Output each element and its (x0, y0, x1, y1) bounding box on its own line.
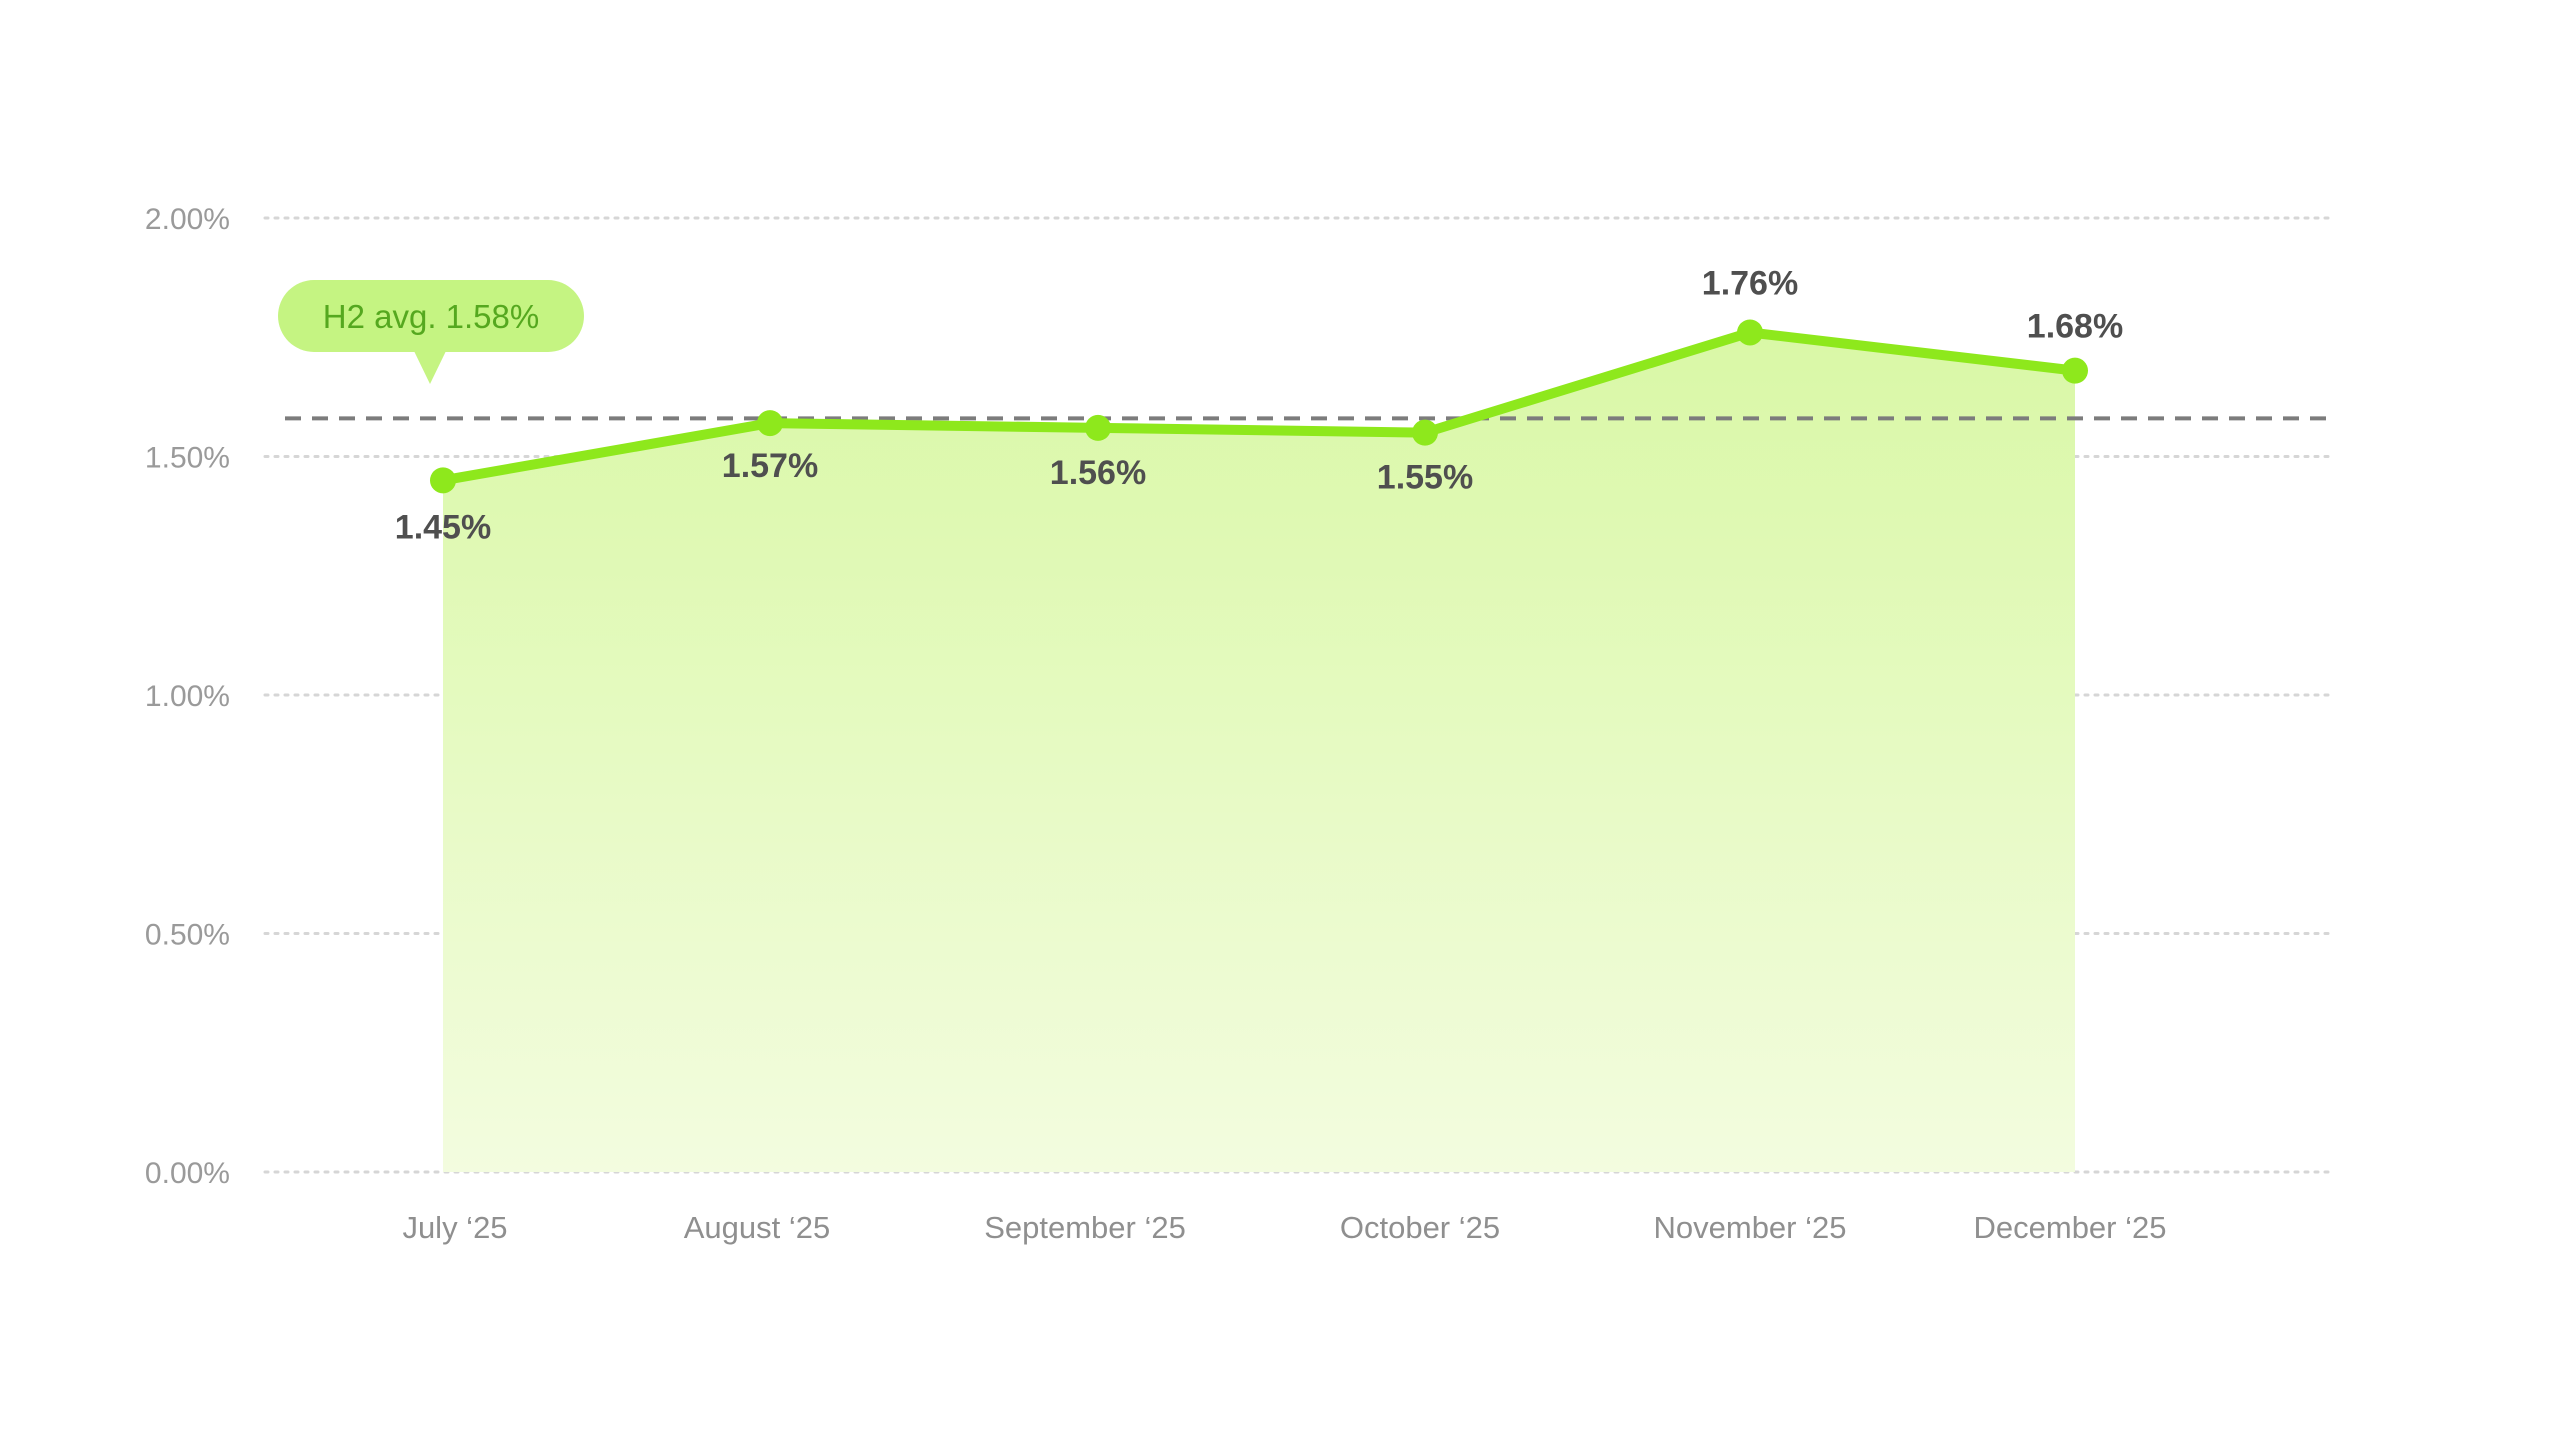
data-label: 1.55% (1377, 459, 1473, 497)
label-layer: 1.45% 1.57% 1.56% 1.55% 1.76% 1.68% July ‘25 Au… (278, 264, 2166, 1245)
x-tick-label: July ‘25 (402, 1210, 507, 1245)
data-label: 1.56% (1050, 454, 1146, 492)
data-label: 1.57% (722, 447, 818, 485)
data-point (430, 467, 456, 494)
x-tick-label: December ‘25 (1974, 1210, 2167, 1245)
average-badge-pointer (414, 351, 446, 384)
data-point (757, 410, 783, 437)
y-tick-label: 2.00% (145, 203, 230, 236)
data-point (1412, 419, 1438, 446)
area-layer (443, 332, 2075, 1173)
y-tick-label: 1.00% (145, 680, 230, 713)
data-point (2062, 357, 2088, 384)
series-line (438, 327, 2080, 486)
data-label: 1.76% (1702, 264, 1798, 302)
data-point (1737, 319, 1763, 346)
area-fill (443, 332, 2075, 1173)
x-tick-label: November ‘25 (1654, 1210, 1847, 1245)
y-tick-label: 0.50% (145, 919, 230, 952)
y-tick-label: 1.50% (145, 442, 230, 475)
data-label: 1.68% (2027, 308, 2123, 346)
x-tick-label: October ‘25 (1340, 1210, 1500, 1245)
average-badge-label: H2 avg. 1.58% (323, 298, 539, 335)
y-tick-label: 0.00% (145, 1157, 230, 1190)
x-tick-label: August ‘25 (684, 1210, 831, 1245)
line-layer (430, 319, 2088, 494)
average-badge (278, 280, 584, 352)
data-point (1085, 414, 1111, 441)
data-label: 1.45% (395, 508, 491, 546)
x-tick-label: September ‘25 (984, 1210, 1186, 1245)
